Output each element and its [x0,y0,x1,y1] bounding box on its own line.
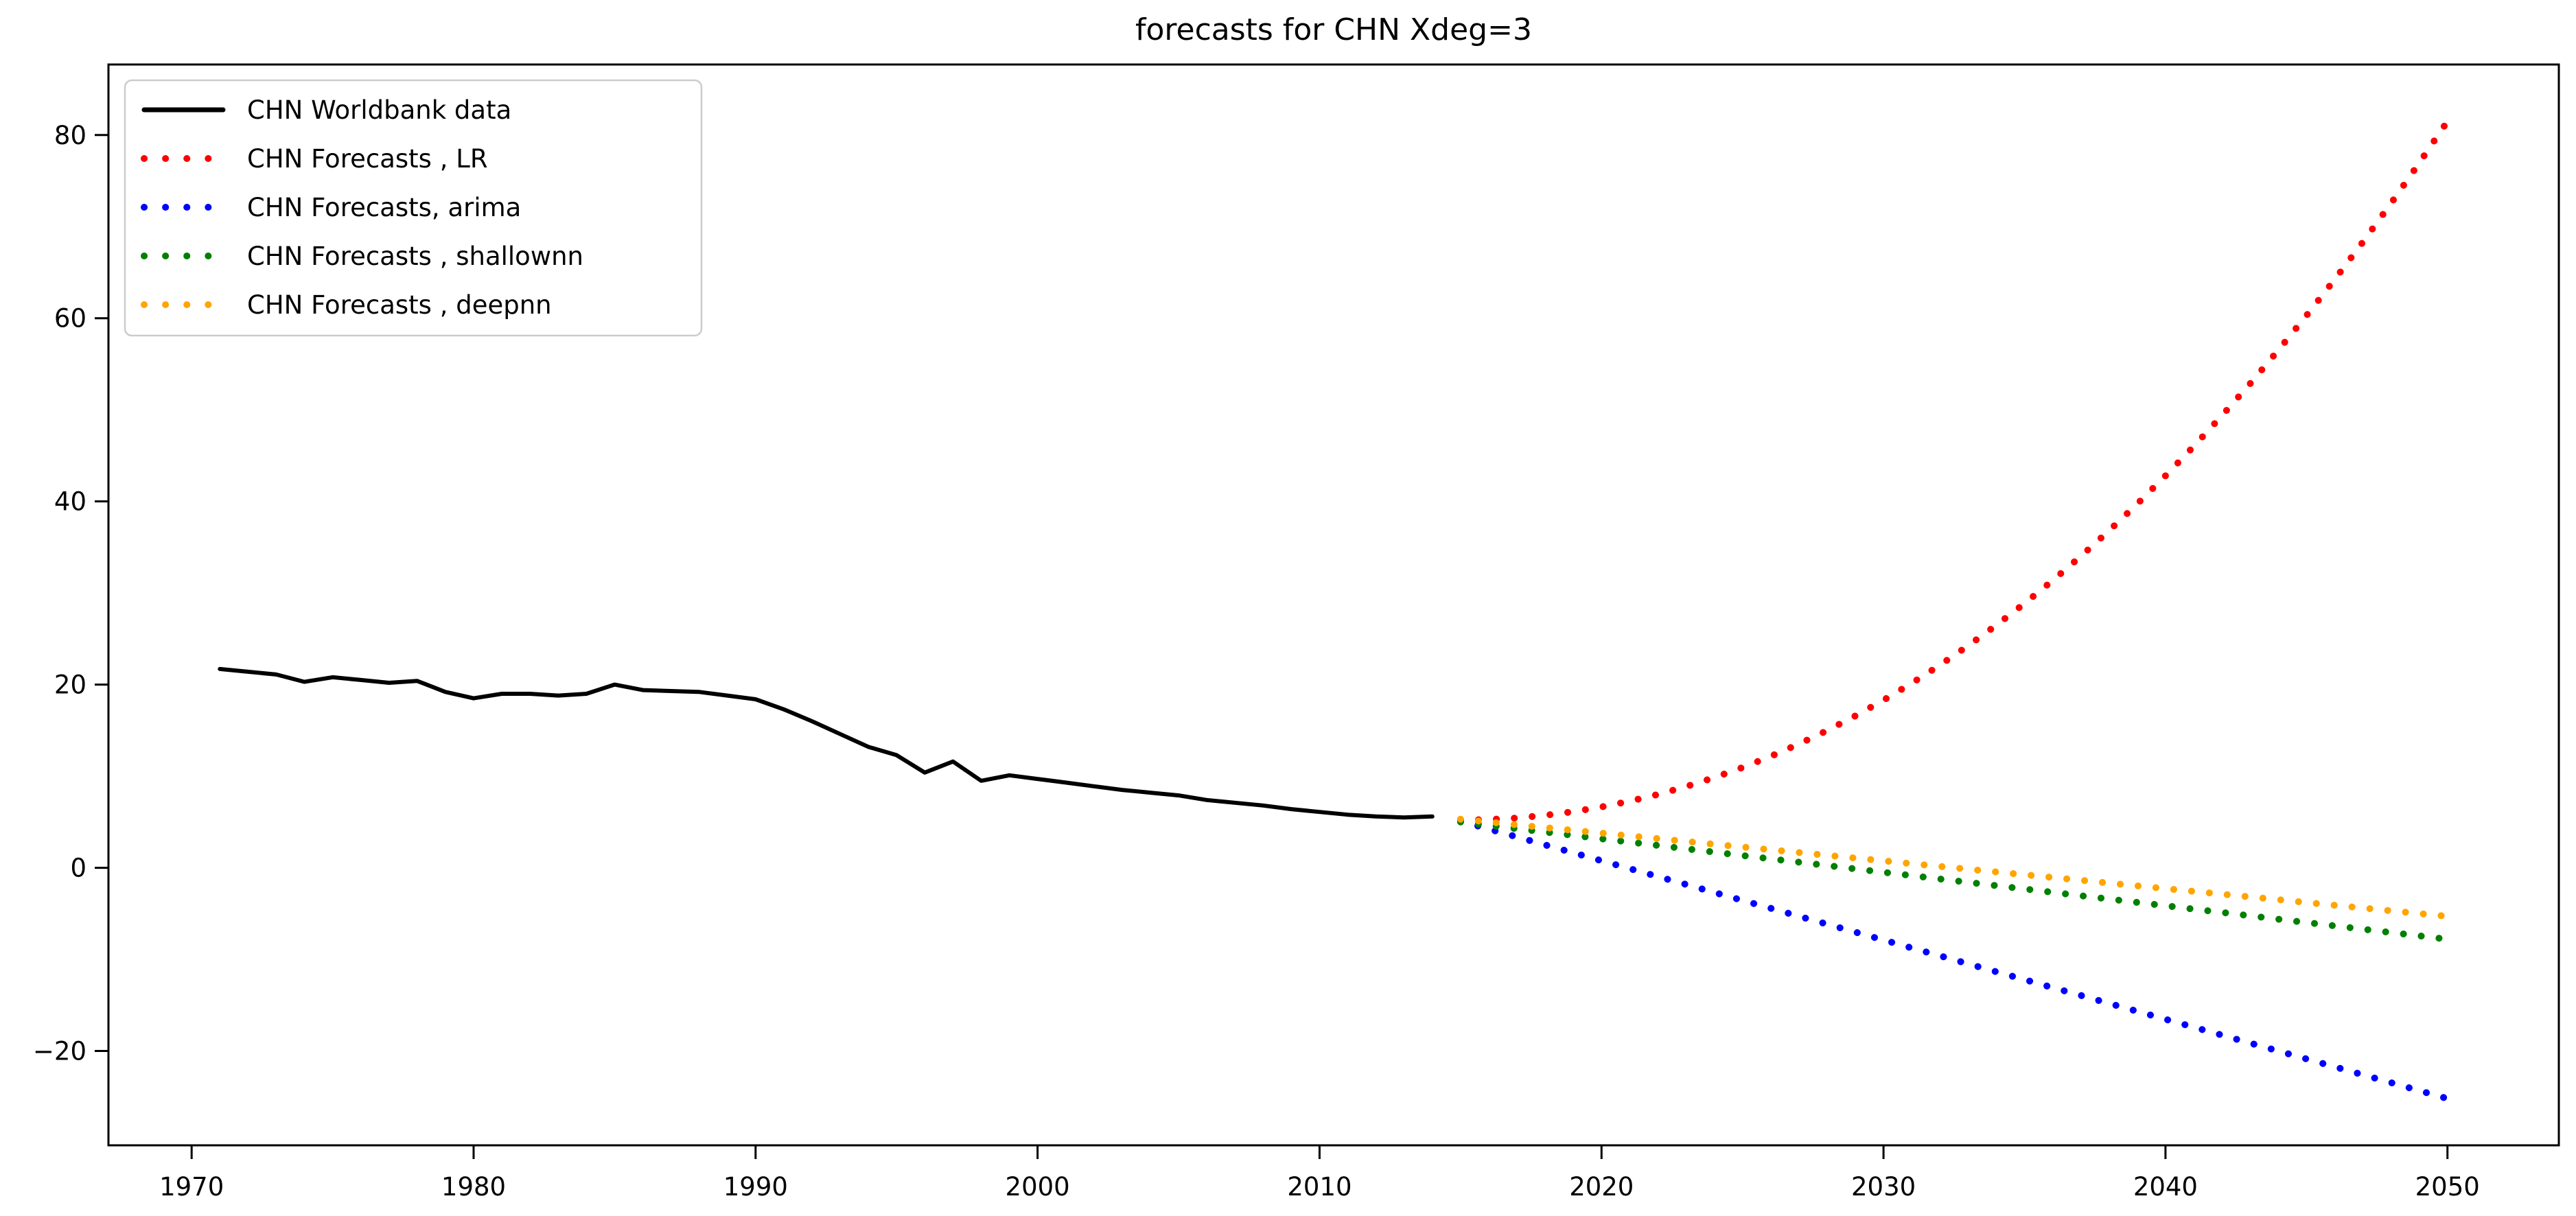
plot-frame [107,63,2560,1147]
x-tick-label: 1980 [441,1172,506,1202]
series-line-4 [1457,815,2451,920]
y-tick-label: 20 [54,670,86,700]
legend-label-4: CHN Forecasts , deepnn [247,290,552,320]
y-tick-label: −20 [33,1037,86,1066]
legend-label-0: CHN Worldbank data [247,95,511,125]
chart-title: forecasts for CHN Xdeg=3 [1135,12,1532,47]
y-tick-label: 80 [54,121,86,150]
x-tick-label: 2040 [2133,1172,2198,1202]
series-line-1 [1457,117,2451,824]
series-line-2 [1457,817,2451,1102]
x-tick-label: 2010 [1287,1172,1351,1202]
y-tick-label: 60 [54,304,86,334]
plot-area [107,63,2560,1147]
legend-label-3: CHN Forecasts , shallownn [247,242,583,271]
x-tick-label: 2030 [1851,1172,1916,1202]
x-axis: 1970 1980 1990 2000 2010 2020 2030 2040 2050 [159,1145,2480,1202]
y-axis: −20 0 20 40 60 80 [33,121,108,1066]
x-tick-label: 1970 [159,1172,224,1202]
x-tick-label: 2000 [1006,1172,1070,1202]
legend: CHN Worldbank data CHN Forecasts , LR CHN … [124,79,703,337]
legend-label-2: CHN Forecasts, arima [247,193,521,222]
legend-label-1: CHN Forecasts , LR [247,144,488,174]
x-tick-label: 1990 [723,1172,788,1202]
y-tick-label: 40 [54,487,86,517]
series-line-0 [218,666,1435,820]
series-line-3 [1457,818,2451,943]
x-tick-label: 2020 [1569,1172,1634,1202]
x-tick-label: 2050 [2415,1172,2480,1202]
y-tick-label: 0 [70,854,86,883]
legend-box [124,79,703,337]
